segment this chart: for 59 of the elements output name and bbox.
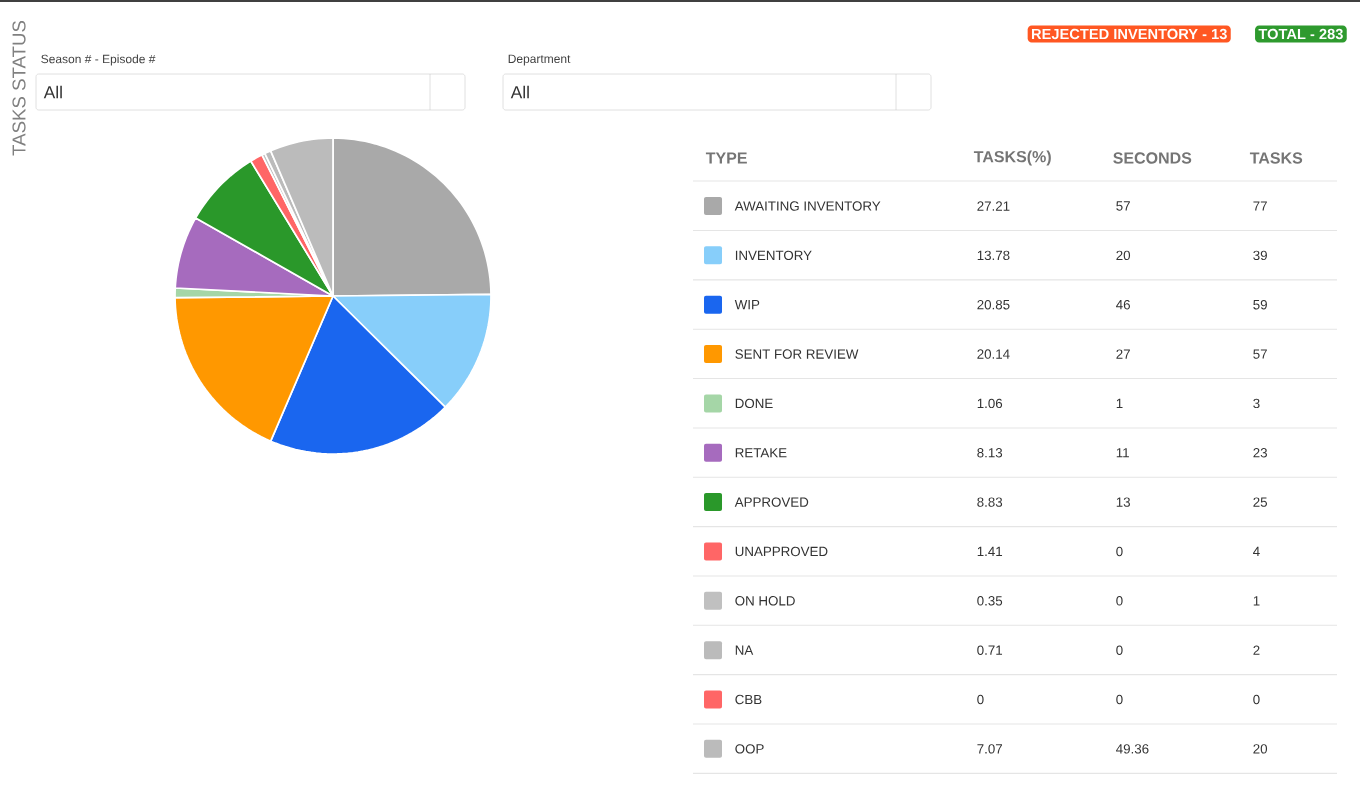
text: 2	[1253, 645, 1260, 655]
text: 0	[1116, 546, 1123, 557]
data-label: 1.41	[977, 546, 1003, 557]
data-label: 20.85	[977, 299, 1010, 310]
text: Department	[508, 54, 571, 66]
data-label: 8.13	[977, 448, 1003, 458]
text: 39	[1253, 250, 1267, 261]
data-label: 0.71	[977, 645, 1003, 655]
text: 0	[977, 694, 984, 705]
text: 4	[1253, 546, 1260, 557]
data-label: 27.21	[977, 201, 1010, 211]
text: TASKS(%)	[973, 150, 1051, 166]
text: 0	[1253, 694, 1260, 705]
text: TOTAL - 283	[1258, 28, 1343, 40]
text: 57	[1253, 349, 1267, 359]
text: 27	[1116, 349, 1130, 359]
text: 1	[1253, 596, 1260, 606]
legend-label: ON HOLD	[735, 596, 795, 606]
legend-label: WIP	[734, 300, 760, 310]
text: 59	[1253, 299, 1267, 310]
text: 77	[1253, 201, 1267, 211]
legend-label: INVENTORY	[735, 250, 812, 261]
legend-label: SENT FOR REVIEW	[735, 349, 859, 359]
text: 20	[1253, 744, 1268, 754]
text: 0	[1116, 596, 1123, 606]
legend-label: NA	[735, 645, 754, 655]
text: 23	[1253, 448, 1267, 458]
legend-label: DONE	[735, 398, 773, 409]
text: 1	[1116, 398, 1123, 408]
legend-label: UNAPPROVED	[735, 546, 828, 557]
legend-label: APPROVED	[734, 497, 809, 507]
legend-label: OOP	[735, 744, 764, 754]
text: All	[43, 85, 62, 99]
text: 13	[1116, 497, 1130, 507]
legend-label: AWAITING INVENTORY	[734, 201, 881, 211]
data-label: 13.78	[977, 250, 1010, 261]
text: TASKS STATUS	[12, 20, 26, 156]
data-label: 1.06	[977, 398, 1003, 409]
text: Season # - Episode #	[41, 54, 156, 66]
text: 25	[1253, 497, 1268, 507]
text: 0	[1116, 694, 1123, 705]
legend-label: CBB	[735, 694, 762, 705]
text: 57	[1116, 201, 1130, 211]
text: 20	[1116, 250, 1131, 261]
legend-title: TYPE	[705, 152, 747, 164]
text: 0	[1116, 645, 1123, 655]
data-label: 0.35	[977, 596, 1003, 606]
data-label: 20.14	[977, 349, 1010, 359]
data-label: 8.83	[977, 497, 1003, 507]
text: All	[510, 85, 529, 99]
text: 3	[1253, 398, 1260, 409]
text: 46	[1116, 299, 1130, 310]
data-label: 7.07	[977, 744, 1003, 754]
legend-label: RETAKE	[735, 448, 787, 458]
text: TASKS	[1249, 152, 1303, 164]
text: 49.36	[1116, 744, 1149, 754]
text: REJECTED INVENTORY - 13	[1031, 28, 1227, 40]
text: SECONDS	[1113, 152, 1192, 164]
text: 11	[1116, 448, 1129, 458]
